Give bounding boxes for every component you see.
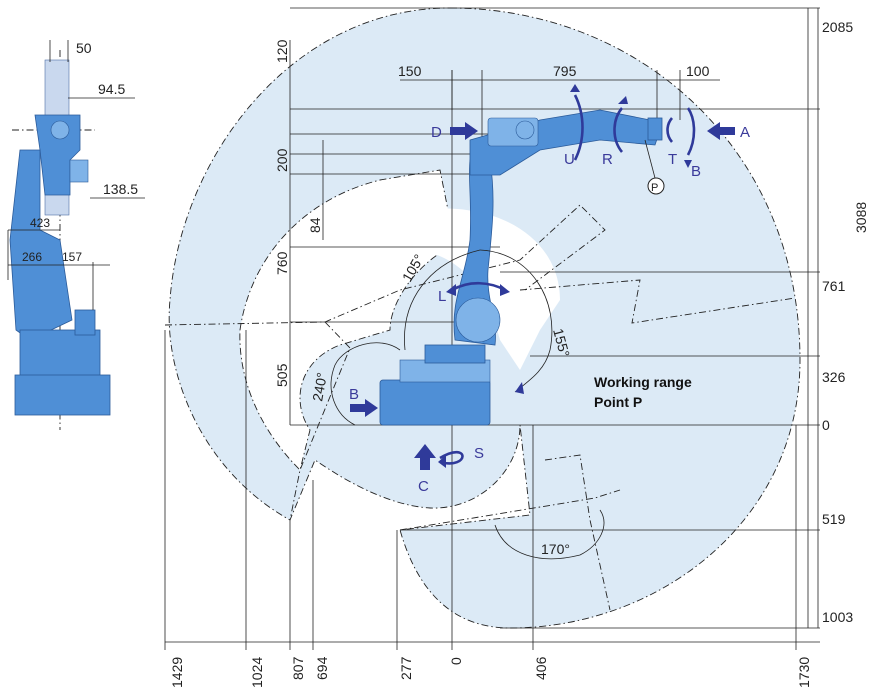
robot-side-view: [7, 40, 145, 430]
axis-label-b: B: [691, 163, 701, 180]
right-dim-326: 326: [822, 369, 846, 385]
working-range-title: Working range: [594, 374, 692, 390]
side-dim-266: 266: [22, 250, 42, 264]
bottom-dim-277: 277: [398, 656, 414, 680]
view-label-a: A: [740, 124, 750, 141]
angle-arcs: [330, 249, 605, 560]
view-label-d: D: [431, 124, 442, 141]
side-dim-157: 157: [62, 250, 82, 264]
dimension-lines: [164, 7, 820, 650]
point-p-label: P: [651, 182, 658, 194]
left-dim-200: 200: [274, 148, 290, 172]
angle-label-240: 240°: [309, 371, 330, 402]
angle-label-170: 170°: [541, 541, 570, 557]
point-p-marker: P: [644, 139, 665, 195]
side-dim-50: 50: [76, 40, 92, 56]
left-dim-84: 84: [307, 217, 323, 233]
right-dim-0: 0: [822, 417, 830, 433]
side-dim-423: 423: [30, 216, 50, 230]
side-dim-94-5: 94.5: [98, 81, 125, 97]
right-dim-519: 519: [822, 511, 846, 527]
left-dim-505: 505: [274, 363, 290, 387]
top-dim-150: 150: [398, 63, 422, 79]
angle-label-155: 155°: [550, 327, 573, 359]
side-dim-138-5: 138.5: [103, 181, 138, 197]
robot-main-view: [379, 109, 663, 426]
right-dim-2085: 2085: [822, 19, 853, 35]
axis-label-s: S: [474, 445, 484, 462]
axis-label-l: L: [438, 288, 446, 305]
axis-label-t: T: [668, 151, 677, 168]
right-dim-761: 761: [822, 278, 846, 294]
right-dim-3088: 3088: [853, 202, 869, 233]
view-label-c: C: [418, 478, 429, 495]
top-dim-795: 795: [553, 63, 577, 79]
bottom-dim-807: 807: [290, 656, 306, 680]
view-label-b: B: [349, 386, 359, 403]
bottom-dim-1730: 1730: [796, 657, 812, 688]
top-dim-100: 100: [686, 63, 710, 79]
bottom-dim-406: 406: [533, 656, 549, 680]
axis-label-r: R: [602, 151, 613, 168]
right-dim-1003: 1003: [822, 609, 853, 625]
axis-label-u: U: [564, 151, 575, 168]
bottom-dim-1024: 1024: [249, 657, 265, 688]
left-dim-120: 120: [274, 39, 290, 63]
bottom-dim-0: 0: [448, 657, 464, 665]
bottom-dim-1429: 1429: [169, 657, 185, 688]
axis-motion-arrows: [350, 84, 735, 470]
working-range-subtitle: Point P: [594, 394, 642, 410]
bottom-dim-694: 694: [314, 656, 330, 680]
left-dim-760: 760: [274, 251, 290, 275]
